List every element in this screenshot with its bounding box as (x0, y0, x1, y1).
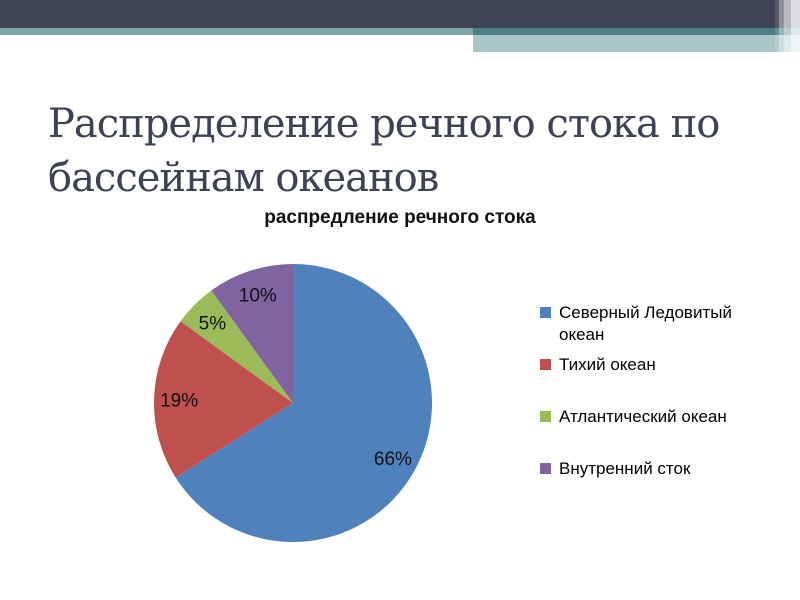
legend-item: Северный Ледовитый океан (540, 302, 748, 346)
pie-percent-label-2: 19% (160, 390, 198, 411)
legend-item-label: Тихий океан (559, 355, 656, 374)
header-dark-bar (0, 0, 800, 28)
pie-percent-label-1: 66% (374, 449, 412, 470)
legend-color-swatch (540, 307, 551, 318)
legend-item-label: Северный Ледовитый океан (559, 303, 732, 344)
header-edge-stripes (775, 0, 800, 52)
slide-title: Распределение речного стока по бассейнам… (48, 97, 772, 205)
header-teal-line-right (473, 28, 800, 35)
pie-slice-1 (175, 264, 432, 542)
legend-color-swatch (540, 359, 551, 370)
chart-legend: Северный Ледовитый океан Тихий океан Атл… (540, 302, 748, 510)
legend-item: Внутренний сток (540, 458, 748, 480)
legend-color-swatch (540, 411, 551, 422)
legend-item: Атлантический океан (540, 406, 748, 428)
pie-chart-svg: 66% 19% 5% 10% (154, 264, 432, 542)
legend-item-label: Внутренний сток (559, 459, 691, 478)
legend-item: Тихий океан (540, 354, 748, 376)
pie-slice-2 (154, 321, 293, 478)
legend-item-label: Атлантический океан (559, 407, 727, 426)
pie-slice-4 (211, 264, 293, 403)
pie-slice-3 (180, 290, 293, 403)
slide-title-line-1: Распределение речного стока по (48, 101, 720, 147)
header-teal-line-left (0, 28, 473, 35)
slide-title-line-2: бассейнам океанов (48, 155, 439, 201)
header-teal-band (473, 35, 800, 52)
chart-title: распредление речного стока (264, 207, 536, 228)
legend-color-swatch (540, 463, 551, 474)
pie-percent-label-3: 5% (199, 313, 227, 334)
pie-percent-label-4: 10% (239, 286, 277, 307)
